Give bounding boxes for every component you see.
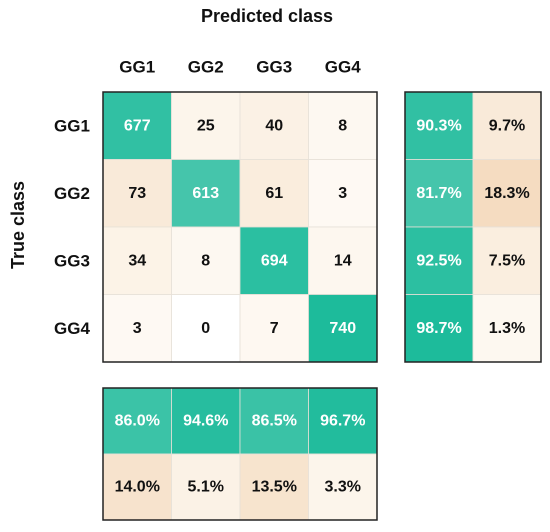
matrix-r4-c1-value: 3 <box>133 320 142 337</box>
col-summary-c1-correct-value: 86.0% <box>115 413 160 430</box>
matrix-r4-c1-cell <box>102 294 172 363</box>
col-summary-c1-correct-cell <box>102 387 172 455</box>
y-axis-label: True class <box>8 181 28 269</box>
matrix-r1-c3-value: 40 <box>265 117 283 134</box>
matrix-r1-c1-value: 677 <box>124 117 151 134</box>
col-label-3: GG3 <box>256 58 292 77</box>
row-label-4: GG4 <box>54 319 90 338</box>
col-summary-c4-correct-value: 96.7% <box>320 413 365 430</box>
matrix-r1-c2-cell <box>171 91 241 160</box>
row-summary-r4-correct-cell <box>404 294 474 363</box>
matrix-r2-c1-cell <box>102 159 172 228</box>
matrix-r2-c2-value: 613 <box>192 185 219 202</box>
col-summary-c2-error-value: 5.1% <box>188 479 224 496</box>
col-summary-c2-correct-value: 94.6% <box>183 413 228 430</box>
matrix-r4-c4-value: 740 <box>329 320 356 337</box>
row-summary-r2-error-cell <box>472 159 542 228</box>
col-summary-frame <box>102 387 378 521</box>
matrix-r2-c1-value: 73 <box>128 185 146 202</box>
col-summary-c3-correct-value: 86.5% <box>252 413 297 430</box>
row-summary-r3-error-cell <box>472 226 542 295</box>
col-summary-c4-correct-cell <box>308 387 378 455</box>
row-summary-r3-correct-value: 92.5% <box>416 252 461 269</box>
matrix-r3-c2-cell <box>171 226 241 295</box>
matrix-r2-c4-value: 3 <box>338 185 347 202</box>
matrix-r4-c4-cell <box>308 294 378 363</box>
matrix-r2-c2-cell <box>171 159 241 228</box>
matrix-r4-c2-cell <box>171 294 241 363</box>
row-label-1: GG1 <box>54 116 90 135</box>
row-summary-r3-error-value: 7.5% <box>489 252 525 269</box>
row-summary-r1-correct-value: 90.3% <box>416 117 461 134</box>
col-summary-c1-error-cell <box>102 453 172 521</box>
col-summary-c3-error-value: 13.5% <box>252 479 297 496</box>
row-summary-r3-correct-cell <box>404 226 474 295</box>
col-summary-c3-correct-cell <box>239 387 309 455</box>
matrix-r4-c3-value: 7 <box>270 320 279 337</box>
matrix-r3-c1-value: 34 <box>128 252 146 269</box>
row-summary-r2-error-value: 18.3% <box>484 185 529 202</box>
matrix-r3-c2-value: 8 <box>201 252 210 269</box>
matrix-r2-c3-value: 61 <box>265 185 283 202</box>
matrix-frame <box>102 91 378 363</box>
col-summary-c1-error-value: 14.0% <box>115 479 160 496</box>
row-summary-r4-correct-value: 98.7% <box>416 320 461 337</box>
col-label-4: GG4 <box>325 58 361 77</box>
row-summary-r2-correct-value: 81.7% <box>416 185 461 202</box>
row-summary-r4-error-value: 1.3% <box>489 320 525 337</box>
row-summary-frame <box>404 91 542 363</box>
matrix-r3-c4-cell <box>308 226 378 295</box>
row-summary-r1-error-cell <box>472 91 542 160</box>
matrix-r1-c4-cell <box>308 91 378 160</box>
matrix-r1-c1-cell <box>102 91 172 160</box>
col-summary-c4-error-value: 3.3% <box>325 479 361 496</box>
row-summary-r2-correct-cell <box>404 159 474 228</box>
matrix-r3-c3-value: 694 <box>261 252 288 269</box>
matrix-r1-c4-value: 8 <box>338 117 347 134</box>
row-summary-r1-correct-cell <box>404 91 474 160</box>
col-summary-c3-error-cell <box>239 453 309 521</box>
col-label-1: GG1 <box>119 58 155 77</box>
row-label-2: GG2 <box>54 184 90 203</box>
matrix-r3-c4-value: 14 <box>334 252 352 269</box>
row-label-3: GG3 <box>54 251 90 270</box>
matrix-r4-c2-value: 0 <box>201 320 210 337</box>
matrix-r2-c4-cell <box>308 159 378 228</box>
matrix-r1-c2-value: 25 <box>197 117 215 134</box>
col-label-2: GG2 <box>188 58 224 77</box>
chart-title: Predicted class <box>201 6 333 26</box>
row-summary-r1-error-value: 9.7% <box>489 117 525 134</box>
